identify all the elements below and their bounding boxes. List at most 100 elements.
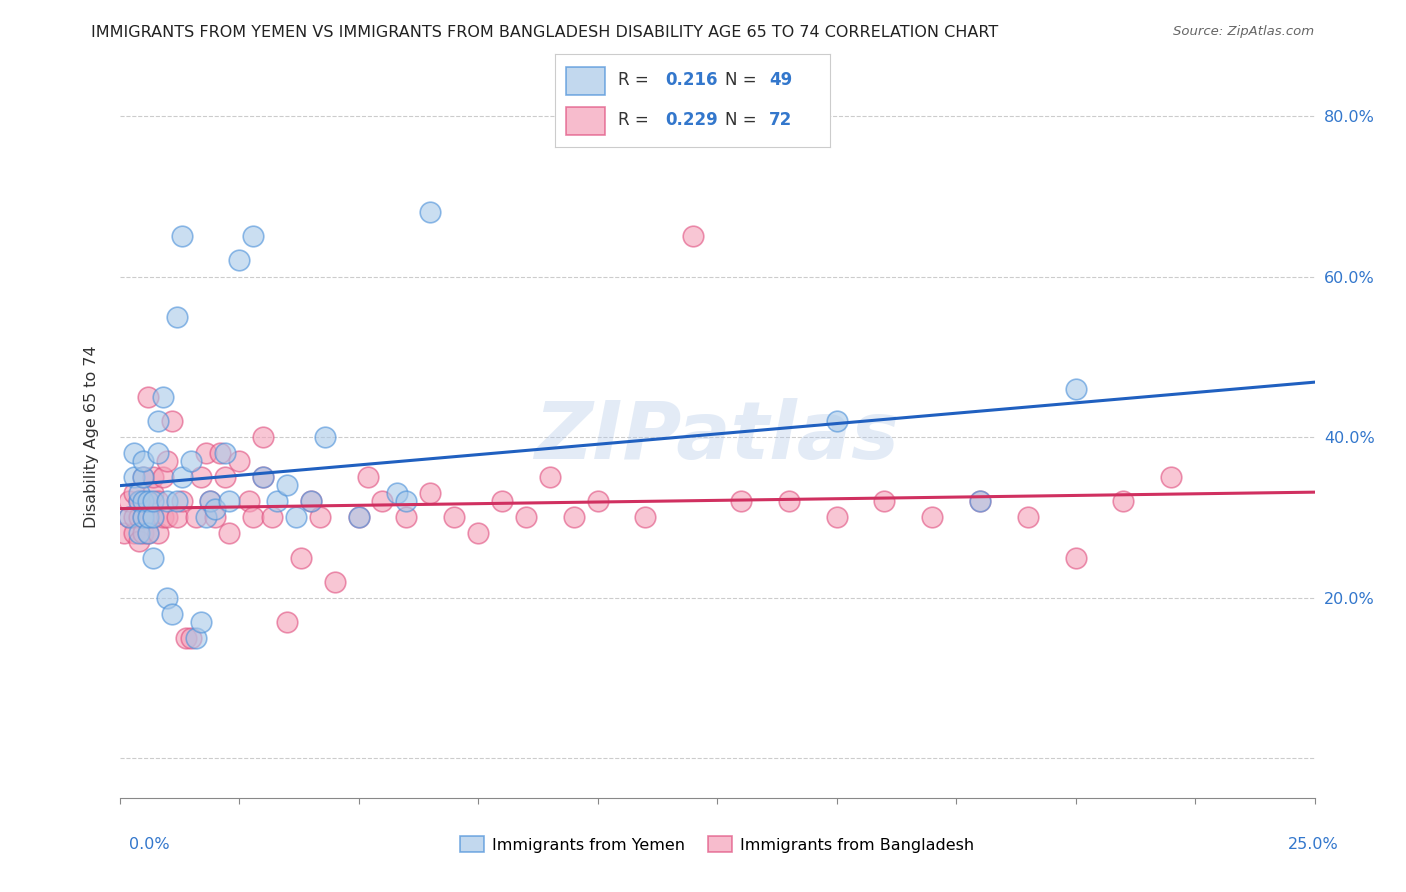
Point xyxy=(152,470,174,484)
Point xyxy=(142,550,165,565)
Point xyxy=(200,494,222,508)
Point xyxy=(299,494,322,508)
Text: 0.229: 0.229 xyxy=(665,111,718,129)
Legend: Immigrants from Yemen, Immigrants from Bangladesh: Immigrants from Yemen, Immigrants from B… xyxy=(453,830,981,859)
Point xyxy=(122,446,145,460)
Point xyxy=(166,310,188,324)
Point xyxy=(128,494,150,508)
Point xyxy=(194,446,217,460)
Point xyxy=(160,414,183,428)
Bar xyxy=(567,107,605,135)
Point xyxy=(122,510,145,524)
Point xyxy=(969,494,991,508)
Point xyxy=(1064,550,1087,565)
Point xyxy=(132,470,155,484)
Point xyxy=(132,510,155,524)
Point xyxy=(730,494,752,508)
Point xyxy=(873,494,896,508)
Point xyxy=(156,510,179,524)
Point xyxy=(682,229,704,244)
Point xyxy=(122,470,145,484)
Point xyxy=(146,414,169,428)
Point xyxy=(180,631,202,645)
Point xyxy=(419,205,441,219)
Point xyxy=(314,430,336,444)
Text: N =: N = xyxy=(725,70,762,88)
Point xyxy=(921,510,943,524)
Point xyxy=(136,510,159,524)
Point xyxy=(156,494,179,508)
Text: R =: R = xyxy=(619,111,654,129)
Point xyxy=(443,510,465,524)
Point xyxy=(160,607,183,621)
Point xyxy=(166,510,188,524)
Point xyxy=(347,510,370,524)
Point xyxy=(969,494,991,508)
Point xyxy=(128,526,150,541)
Text: 49: 49 xyxy=(769,70,793,88)
Point xyxy=(152,510,174,524)
Point xyxy=(122,486,145,500)
Point xyxy=(136,526,159,541)
Point xyxy=(136,494,159,508)
Point xyxy=(128,486,150,500)
Point xyxy=(184,631,207,645)
Point xyxy=(132,470,155,484)
Point xyxy=(156,454,179,468)
Point xyxy=(419,486,441,500)
Bar xyxy=(567,67,605,95)
Point xyxy=(200,494,222,508)
Point xyxy=(128,510,150,524)
Text: N =: N = xyxy=(725,111,762,129)
Point xyxy=(214,470,236,484)
Point xyxy=(1017,510,1039,524)
Y-axis label: Disability Age 65 to 74: Disability Age 65 to 74 xyxy=(84,346,98,528)
Point xyxy=(208,446,231,460)
Point xyxy=(132,510,155,524)
Point xyxy=(128,534,150,549)
Point xyxy=(136,510,159,524)
Point xyxy=(276,615,298,629)
Point xyxy=(238,494,260,508)
Point xyxy=(309,510,332,524)
Point xyxy=(218,494,240,508)
Point xyxy=(1160,470,1182,484)
Point xyxy=(262,510,284,524)
Point xyxy=(132,454,155,468)
Point xyxy=(228,454,250,468)
Point xyxy=(146,446,169,460)
Point xyxy=(1064,382,1087,396)
Point xyxy=(347,510,370,524)
Point xyxy=(128,494,150,508)
Point xyxy=(170,229,193,244)
Point xyxy=(252,470,274,484)
Point xyxy=(323,574,346,589)
Point xyxy=(118,494,141,508)
Point xyxy=(778,494,800,508)
Point xyxy=(467,526,489,541)
Point xyxy=(190,470,212,484)
Point xyxy=(122,526,145,541)
Point xyxy=(586,494,609,508)
Text: 72: 72 xyxy=(769,111,793,129)
Point xyxy=(371,494,394,508)
Point xyxy=(395,494,418,508)
Point xyxy=(214,446,236,460)
Point xyxy=(252,470,274,484)
Point xyxy=(190,615,212,629)
Point xyxy=(1112,494,1135,508)
Point xyxy=(276,478,298,492)
Point xyxy=(395,510,418,524)
Point xyxy=(228,253,250,268)
Point xyxy=(218,526,240,541)
Point xyxy=(112,526,135,541)
Point xyxy=(204,502,226,516)
Point xyxy=(252,430,274,444)
Point xyxy=(132,494,155,508)
Point xyxy=(142,486,165,500)
Point xyxy=(142,510,165,524)
Point xyxy=(825,414,848,428)
Point xyxy=(491,494,513,508)
Point xyxy=(118,510,141,524)
Point xyxy=(136,526,159,541)
